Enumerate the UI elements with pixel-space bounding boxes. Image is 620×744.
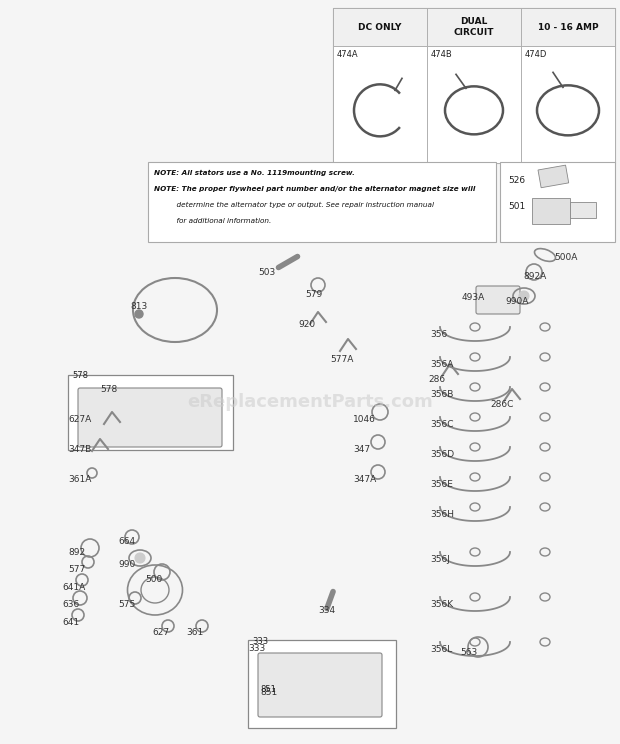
Text: 990A: 990A xyxy=(505,297,528,306)
Text: 333: 333 xyxy=(248,644,265,653)
Text: 577A: 577A xyxy=(330,355,353,364)
Bar xyxy=(427,8,521,46)
Text: 627A: 627A xyxy=(68,415,91,424)
FancyBboxPatch shape xyxy=(78,388,222,447)
Text: 361: 361 xyxy=(186,628,203,637)
Text: 356B: 356B xyxy=(430,390,453,399)
Text: 892A: 892A xyxy=(523,272,546,281)
Text: 356C: 356C xyxy=(430,420,453,429)
Text: 575: 575 xyxy=(118,600,135,609)
Text: 851: 851 xyxy=(260,685,276,694)
Text: 356J: 356J xyxy=(430,555,450,564)
Text: 577: 577 xyxy=(68,565,86,574)
Bar xyxy=(532,198,570,224)
Text: 920: 920 xyxy=(298,320,315,329)
Bar xyxy=(333,8,615,163)
Text: eReplacementParts.com: eReplacementParts.com xyxy=(187,393,433,411)
Text: determine the alternator type or output. See repair instruction manual: determine the alternator type or output.… xyxy=(154,202,434,208)
Text: 641: 641 xyxy=(62,618,79,627)
Text: 892: 892 xyxy=(68,548,85,557)
FancyBboxPatch shape xyxy=(258,653,382,717)
Text: 627: 627 xyxy=(152,628,169,637)
Circle shape xyxy=(135,553,145,563)
Text: 334: 334 xyxy=(318,606,335,615)
Bar xyxy=(521,8,615,46)
Text: 286C: 286C xyxy=(490,400,513,409)
Text: 664: 664 xyxy=(118,537,135,546)
Text: 563: 563 xyxy=(460,648,477,657)
Bar xyxy=(333,8,427,46)
Text: 356A: 356A xyxy=(430,360,453,369)
Text: 474A: 474A xyxy=(337,50,358,59)
Text: 286: 286 xyxy=(428,375,445,384)
Text: 356D: 356D xyxy=(430,450,454,459)
Text: 356E: 356E xyxy=(430,480,453,489)
Text: 356K: 356K xyxy=(430,600,453,609)
Text: 474D: 474D xyxy=(525,50,547,59)
Text: NOTE: All stators use a No. 1119mounting screw.: NOTE: All stators use a No. 1119mounting… xyxy=(154,170,355,176)
Text: 501: 501 xyxy=(508,202,525,211)
Text: 493A: 493A xyxy=(462,293,485,302)
Bar xyxy=(333,46,427,163)
Bar xyxy=(538,165,569,187)
Text: 851: 851 xyxy=(260,688,277,697)
Text: DUAL
CIRCUIT: DUAL CIRCUIT xyxy=(454,17,494,36)
Bar xyxy=(521,46,615,163)
Text: 636: 636 xyxy=(62,600,79,609)
Text: 579: 579 xyxy=(305,290,322,299)
FancyBboxPatch shape xyxy=(476,286,520,314)
Text: 347A: 347A xyxy=(353,475,376,484)
Text: NOTE: The proper flywheel part number and/or the alternator magnet size will: NOTE: The proper flywheel part number an… xyxy=(154,186,476,192)
Text: 578: 578 xyxy=(72,371,88,380)
Text: 474B: 474B xyxy=(431,50,453,59)
Text: 500A: 500A xyxy=(554,253,577,262)
Bar xyxy=(248,640,396,728)
Circle shape xyxy=(135,310,143,318)
Text: 990: 990 xyxy=(118,560,135,569)
Text: DC ONLY: DC ONLY xyxy=(358,22,402,31)
Circle shape xyxy=(519,291,529,301)
Text: 347B: 347B xyxy=(68,445,91,454)
Text: 526: 526 xyxy=(508,176,525,185)
Bar xyxy=(570,202,596,218)
Text: 10 - 16 AMP: 10 - 16 AMP xyxy=(538,22,598,31)
Text: 641A: 641A xyxy=(62,583,86,592)
Bar xyxy=(427,46,521,163)
Text: 333: 333 xyxy=(252,637,268,646)
Text: 356L: 356L xyxy=(430,645,452,654)
Bar xyxy=(500,162,615,242)
Text: 578: 578 xyxy=(100,385,117,394)
Bar xyxy=(68,375,233,450)
Text: 1046: 1046 xyxy=(353,415,376,424)
Text: 500: 500 xyxy=(145,575,162,584)
Text: 356H: 356H xyxy=(430,510,454,519)
Text: 356: 356 xyxy=(430,330,447,339)
Text: 361A: 361A xyxy=(68,475,91,484)
Text: 503: 503 xyxy=(258,268,275,277)
Text: 347: 347 xyxy=(353,445,370,454)
Text: 813: 813 xyxy=(130,302,148,311)
Text: for additional information.: for additional information. xyxy=(154,218,272,224)
Bar xyxy=(148,162,496,242)
